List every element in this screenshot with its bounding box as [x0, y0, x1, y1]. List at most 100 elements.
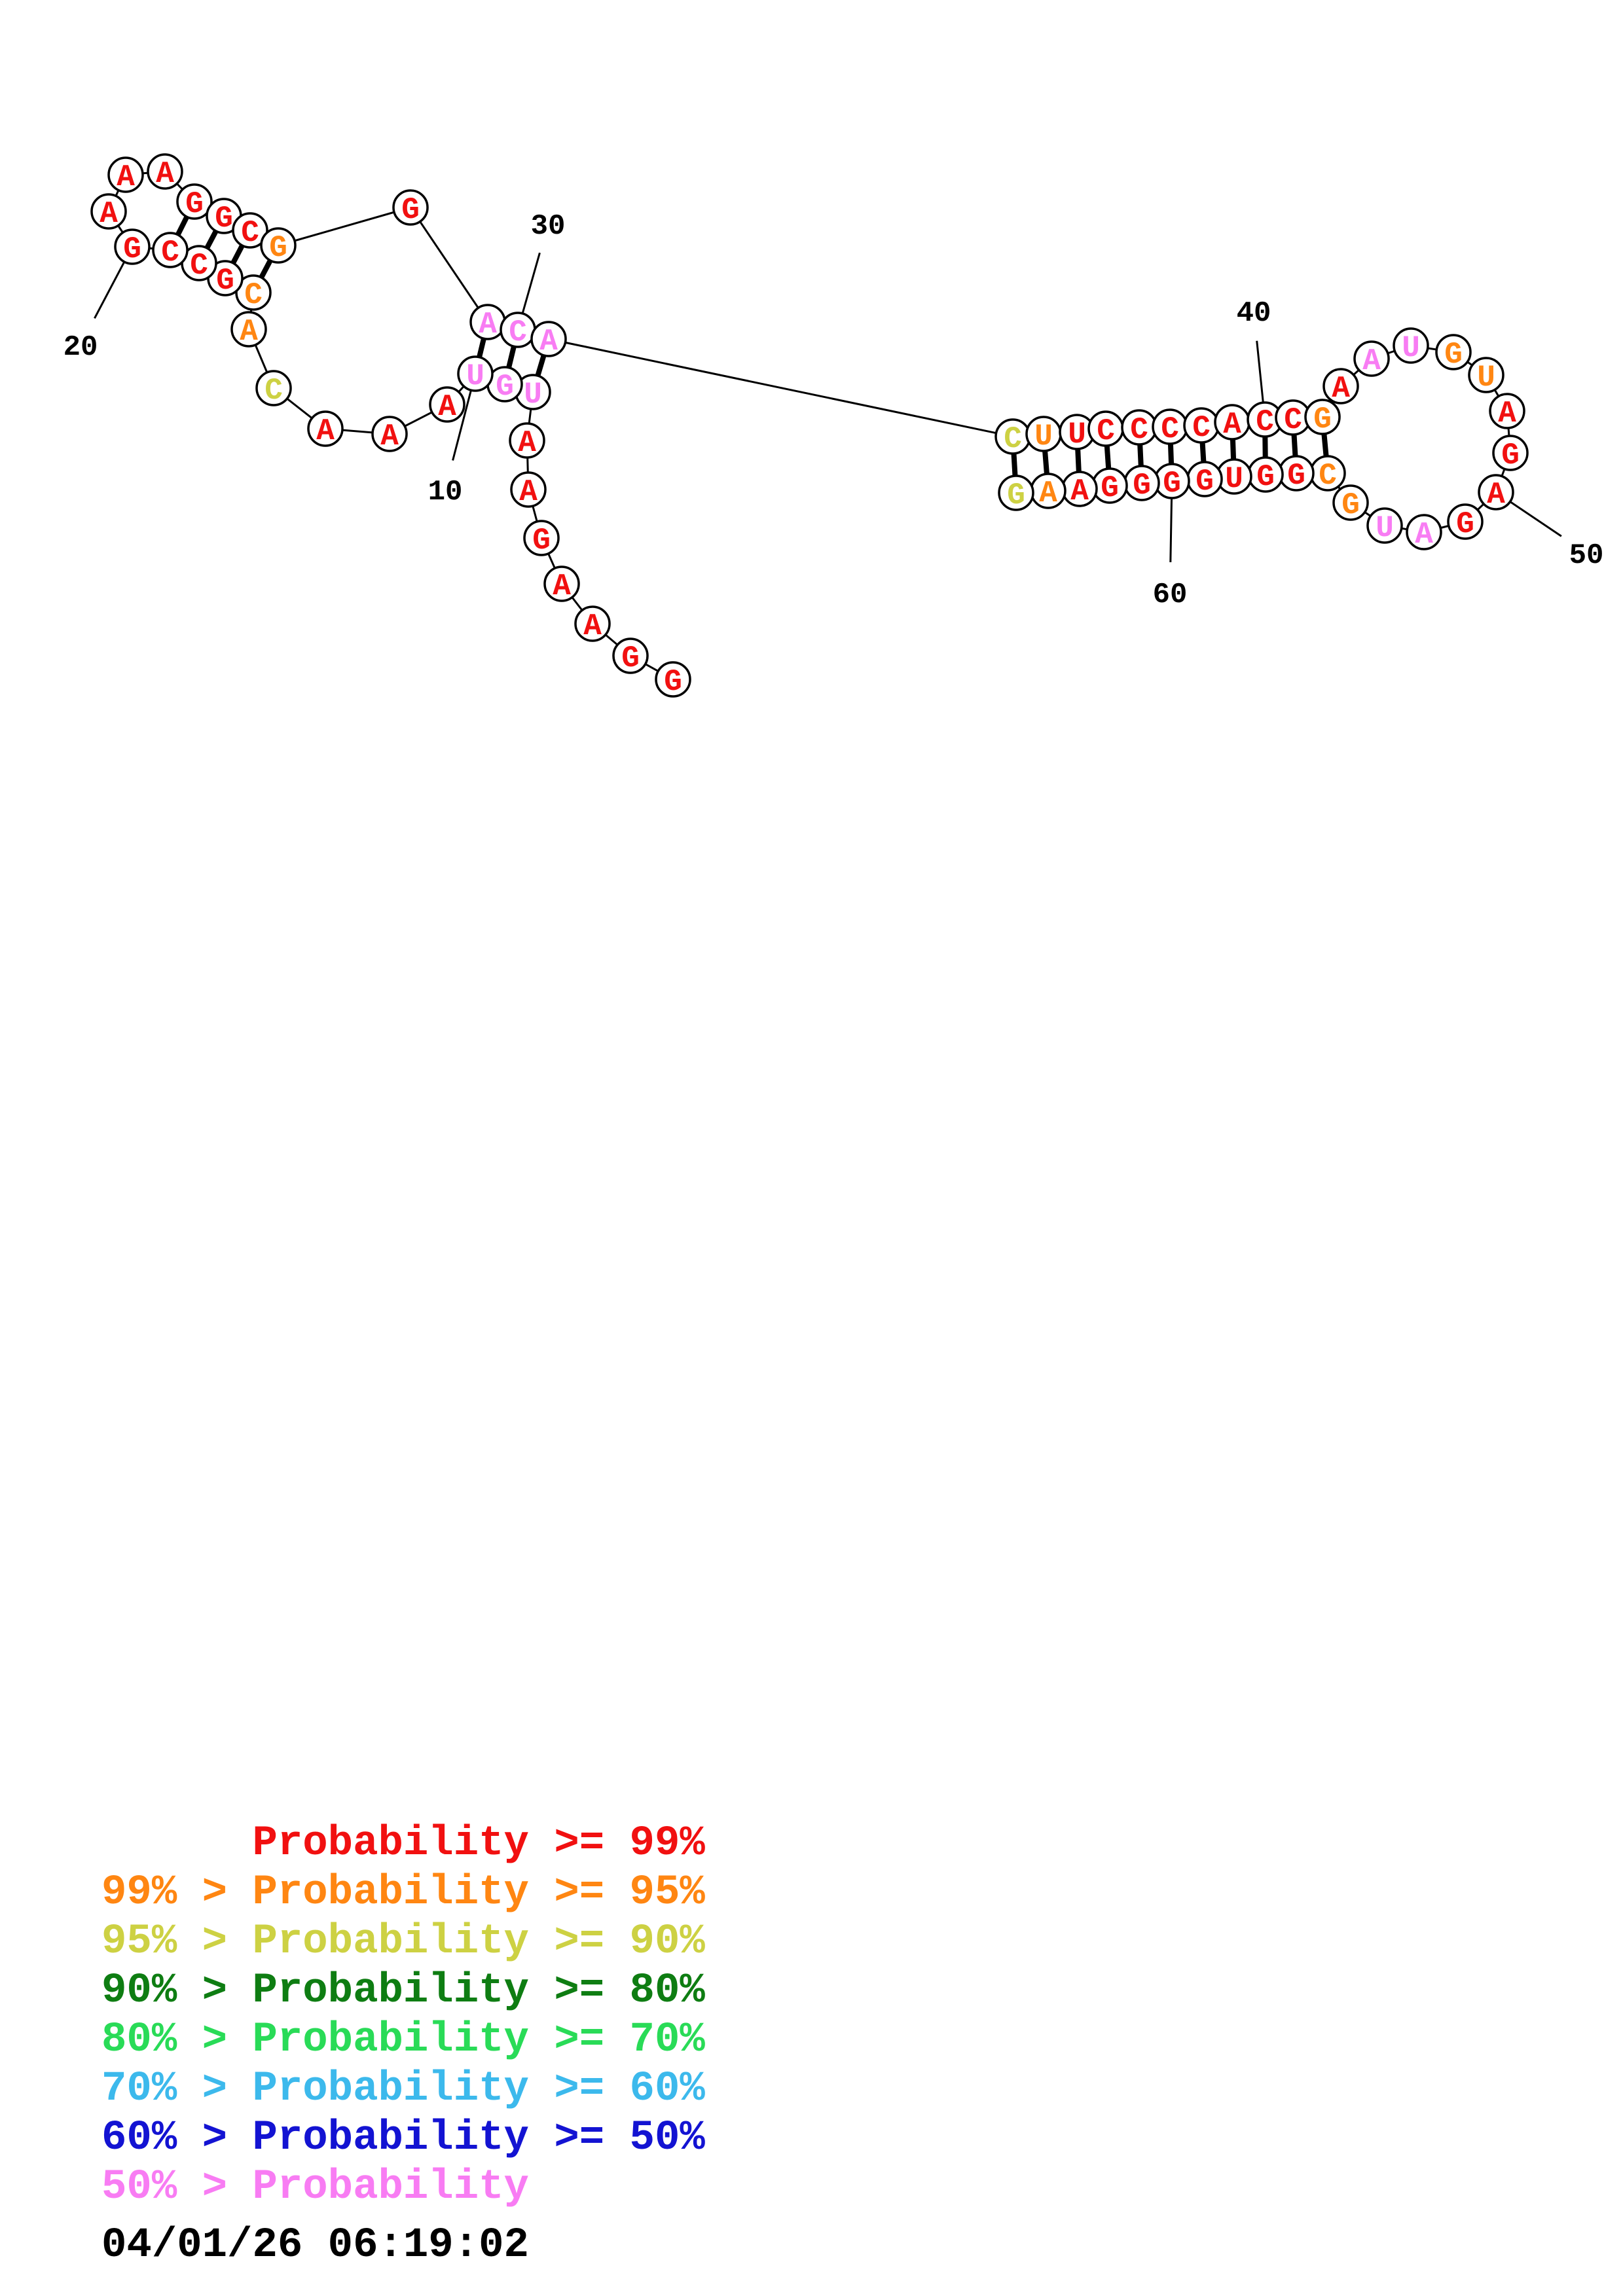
legend-row: 70% > Probability >= 60% [101, 2066, 705, 2113]
nucleotide-circle [1492, 435, 1529, 471]
legend-row: 95% > Probability >= 90% [101, 1918, 705, 1965]
nucleotide-circle [1489, 393, 1525, 429]
position-label: 60 [1153, 579, 1188, 611]
nucleotide-circle [457, 355, 494, 392]
nucleotide-circle [1353, 340, 1390, 377]
nucleotide-base: U [466, 359, 484, 393]
nucleotide-base: C [190, 249, 208, 283]
backbone-bond [409, 207, 489, 323]
nucleotide-circle [1332, 484, 1369, 521]
position-label: 30 [531, 210, 566, 243]
nucleotide-circle [232, 212, 268, 249]
nucleotide-base: A [1223, 408, 1241, 442]
nucleotide-circle [530, 321, 567, 357]
nucleotide-base: A [519, 475, 538, 509]
nucleotide-base: A [240, 315, 258, 349]
nucleotide-base: A [1070, 475, 1089, 509]
nucleotide-base: G [216, 264, 234, 298]
nucleotide-circle [1478, 474, 1514, 511]
nucleotide-base: A [518, 426, 536, 460]
nucleotide-circle [107, 156, 144, 193]
nucleotide-circle [176, 183, 213, 220]
timestamp: 04/01/26 06:19:02 [101, 2222, 529, 2269]
position-label: 40 [1237, 297, 1271, 330]
nucleotide-base: C [1256, 405, 1274, 439]
backbone-bond [278, 206, 411, 247]
nucleotide-base: U [524, 378, 542, 412]
nucleotide-base: G [215, 202, 233, 236]
nucleotide-circle [1468, 357, 1504, 393]
nucleotide-base: G [1195, 465, 1214, 499]
nucleotide-base: G [1341, 488, 1360, 522]
nucleotide-base: G [269, 231, 287, 265]
nucleotide-base: U [1477, 361, 1495, 395]
nucleotide-base: A [1362, 344, 1381, 378]
nucleotide-base: G [1256, 460, 1275, 494]
nucleotide-base: C [509, 315, 527, 350]
nucleotide-base: G [532, 524, 551, 558]
nucleotide-circle [90, 193, 127, 230]
nucleotide-circle [1322, 368, 1359, 404]
nucleotide-circle [574, 605, 611, 642]
nucleotide-base: G [1444, 338, 1463, 372]
nucleotide-base: C [1161, 412, 1179, 446]
nucleotide-circle [1406, 514, 1442, 550]
nucleotide-base: U [1034, 420, 1053, 454]
nucleotide-circle [543, 565, 580, 602]
nucleotide-base: A [1487, 478, 1505, 512]
nucleotide-circle [371, 416, 408, 452]
nucleotide-base: G [1007, 478, 1025, 512]
nucleotide-base: A [553, 569, 571, 603]
nucleotide-base: G [1287, 459, 1305, 493]
nucleotide-base: A [1415, 518, 1433, 552]
nucleotide-base: C [1284, 403, 1302, 437]
nucleotide-circle [147, 153, 183, 190]
nucleotide-base: C [1097, 414, 1115, 448]
nucleotide-base: C [1192, 411, 1211, 445]
probability-legend: Probability >= 99% 99% > Probability >= 9… [101, 1820, 705, 2212]
nucleotide-circle [1304, 399, 1341, 435]
nucleotide-base: U [1068, 418, 1086, 452]
nucleotide-circle [1366, 507, 1403, 544]
nucleotide-base: G [1163, 467, 1181, 501]
nucleotide-circle [1393, 327, 1429, 364]
nucleotide-circle [509, 422, 545, 459]
nucleotide-base: G [1133, 469, 1151, 503]
nucleotide-circle [152, 232, 189, 268]
legend-row: 80% > Probability >= 70% [101, 2017, 705, 2064]
nucleotide-base: A [539, 325, 558, 359]
nucleotide-base: U [1225, 462, 1243, 496]
nucleotide-base: A [156, 157, 174, 191]
nucleotide-circle [114, 228, 151, 265]
nucleotide-circle [230, 311, 267, 348]
nucleotide-base: A [316, 414, 335, 448]
nucleotide-base: A [1498, 397, 1516, 431]
legend-row: Probability >= 99% [101, 1820, 705, 1867]
nucleotide-circle [510, 471, 547, 508]
nucleotide-base: A [479, 308, 497, 342]
nucleotide-base: G [621, 641, 640, 675]
nucleotide-base: G [185, 187, 204, 221]
nucleotide-circle [429, 386, 465, 423]
legend-row: 90% > Probability >= 80% [101, 1967, 705, 2015]
nucleotide-base: G [123, 232, 141, 266]
nucleotide-base: G [664, 665, 682, 699]
backbone-bond [548, 338, 1013, 438]
nucleotide-base: C [1004, 422, 1022, 456]
nucleotide-base: A [583, 609, 602, 643]
nucleotide-circle [612, 637, 649, 674]
position-label: 20 [64, 331, 98, 364]
nucleotide-circle [255, 370, 292, 406]
nucleotide-base: G [1313, 403, 1332, 437]
nucleotide-base: A [117, 160, 135, 194]
nucleotide-circle [260, 227, 297, 264]
nucleotide-circle [523, 520, 560, 556]
nucleotide-circle [1447, 503, 1484, 540]
nucleotide-circle [655, 661, 691, 698]
nucleotide-base: A [100, 197, 118, 231]
nucleotide-base: U [1376, 511, 1394, 545]
nucleotide-base: G [1456, 507, 1474, 541]
nucleotide-base: A [380, 420, 399, 454]
